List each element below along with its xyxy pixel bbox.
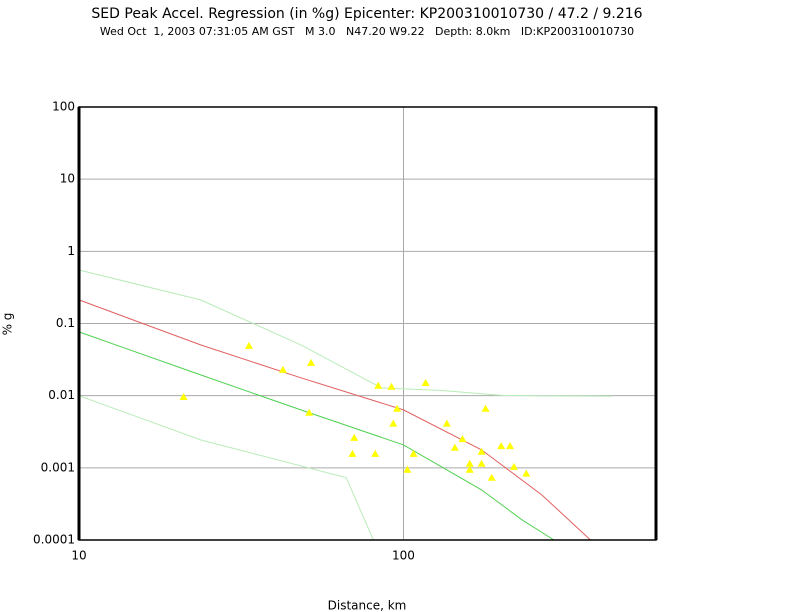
data-point: [387, 382, 396, 390]
data-point: [442, 419, 451, 427]
data-point: [348, 449, 357, 457]
data-point: [389, 419, 398, 427]
y-tick-label: 10: [60, 172, 75, 186]
regression-line: [78, 299, 591, 541]
data-point: [307, 358, 316, 366]
data-point: [350, 433, 359, 441]
data-point: [458, 435, 467, 443]
data-point: [374, 381, 383, 389]
regression-line: [78, 331, 555, 541]
y-tick-label: 0.001: [41, 460, 75, 474]
x-tick-label: 100: [392, 549, 415, 563]
regression-line: [78, 395, 374, 541]
data-point: [509, 462, 518, 470]
data-point: [409, 449, 418, 457]
data-point: [477, 459, 486, 467]
data-point: [179, 392, 188, 400]
data-point: [465, 465, 474, 473]
data-point: [421, 378, 430, 386]
x-tick-label: 10: [71, 549, 86, 563]
data-point: [522, 469, 531, 477]
data-point: [477, 447, 486, 455]
data-point: [481, 404, 490, 412]
y-tick-label: 1: [67, 244, 75, 258]
data-point: [278, 365, 287, 373]
chart-title: SED Peak Accel. Regression (in %g) Epice…: [91, 6, 642, 22]
y-tick-label: 0.0001: [33, 533, 75, 547]
data-point: [497, 442, 506, 450]
data-point: [465, 459, 474, 467]
data-point: [450, 443, 459, 451]
data-point: [487, 473, 496, 481]
data-point: [403, 465, 412, 473]
y-tick-label: 100: [52, 100, 75, 114]
y-axis-label: % g: [1, 313, 15, 336]
data-point: [305, 408, 314, 416]
data-point: [393, 404, 402, 412]
data-point: [371, 449, 380, 457]
data-point: [506, 442, 515, 450]
x-axis-label: Distance, km: [328, 599, 407, 612]
chart-subtitle: Wed Oct 1, 2003 07:31:05 AM GST M 3.0 N4…: [100, 25, 634, 38]
data-point: [244, 341, 253, 349]
y-tick-label: 0.1: [56, 316, 75, 330]
y-tick-label: 0.01: [48, 388, 75, 402]
